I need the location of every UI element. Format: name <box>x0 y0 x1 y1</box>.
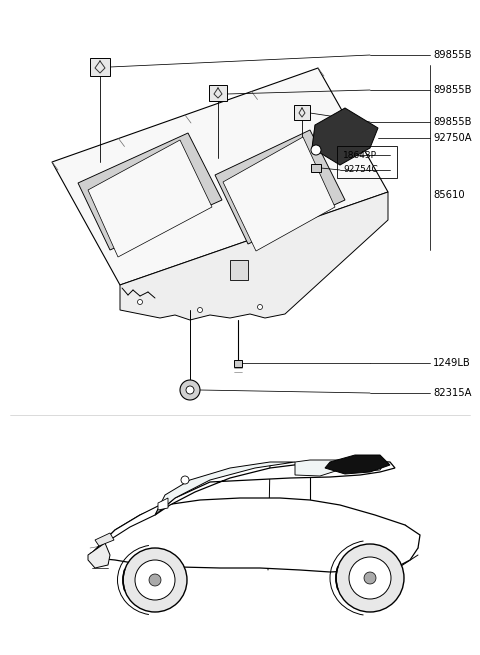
Polygon shape <box>312 108 378 165</box>
Circle shape <box>186 386 194 394</box>
Circle shape <box>149 574 161 586</box>
Circle shape <box>137 299 143 305</box>
Polygon shape <box>209 85 227 101</box>
Polygon shape <box>155 462 295 515</box>
Polygon shape <box>90 498 420 572</box>
Polygon shape <box>230 260 248 280</box>
Circle shape <box>311 145 321 155</box>
Circle shape <box>257 305 263 310</box>
Polygon shape <box>215 130 345 244</box>
Text: 89855B: 89855B <box>433 117 471 127</box>
Polygon shape <box>52 68 388 285</box>
Polygon shape <box>158 498 168 510</box>
Polygon shape <box>120 192 388 320</box>
Circle shape <box>123 548 187 612</box>
Polygon shape <box>95 533 114 546</box>
Polygon shape <box>88 543 110 568</box>
Text: 82315A: 82315A <box>433 388 471 398</box>
Circle shape <box>197 307 203 312</box>
Polygon shape <box>88 140 212 257</box>
Circle shape <box>349 557 391 599</box>
Polygon shape <box>325 455 390 474</box>
Circle shape <box>180 380 200 400</box>
Polygon shape <box>223 137 335 251</box>
Bar <box>234 360 242 367</box>
Bar <box>311 164 321 172</box>
Text: 18643P: 18643P <box>343 151 377 160</box>
Polygon shape <box>295 460 345 476</box>
Polygon shape <box>155 460 395 515</box>
Circle shape <box>336 544 404 612</box>
Text: 89855B: 89855B <box>433 50 471 60</box>
Polygon shape <box>90 58 110 76</box>
Circle shape <box>181 476 189 484</box>
Text: 1249LB: 1249LB <box>433 358 471 368</box>
Circle shape <box>135 560 175 600</box>
Circle shape <box>364 572 376 584</box>
Polygon shape <box>350 458 385 472</box>
Text: 89855B: 89855B <box>433 85 471 95</box>
Text: 85610: 85610 <box>433 190 465 200</box>
Polygon shape <box>90 505 160 555</box>
Polygon shape <box>294 105 310 120</box>
Polygon shape <box>78 133 222 250</box>
Bar <box>337 146 397 178</box>
Text: 92754C: 92754C <box>343 166 378 174</box>
Text: 92750A: 92750A <box>433 133 472 143</box>
